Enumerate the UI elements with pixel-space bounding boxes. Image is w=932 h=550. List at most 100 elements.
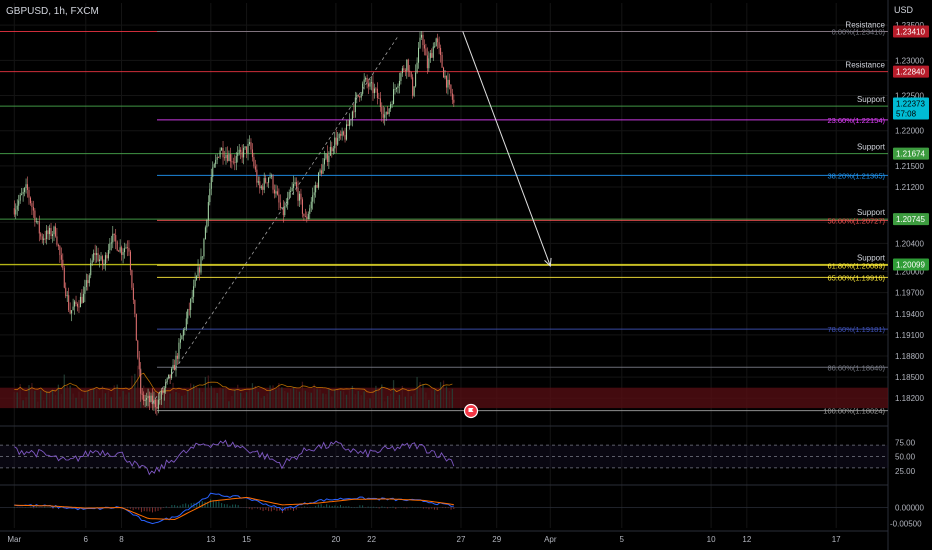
candle-body — [313, 192, 315, 196]
candle-body — [66, 295, 68, 297]
candle-body — [185, 318, 187, 329]
candle-body — [266, 182, 268, 184]
candle-body — [303, 213, 305, 216]
fib-level-label: 38.20%(1.21365) — [827, 171, 885, 180]
time-tick-label: 17 — [832, 535, 841, 544]
price-axis[interactable]: 1.235001.230001.225001.220001.215001.212… — [890, 21, 924, 528]
candle-body — [293, 183, 295, 188]
candle-body — [338, 134, 340, 139]
time-tick-label: 27 — [457, 535, 466, 544]
time-tick-label: 13 — [206, 535, 215, 544]
candle-body — [307, 213, 309, 219]
candle-body — [104, 255, 106, 265]
rsi-tick-label: 75.00 — [895, 438, 916, 447]
candle-body — [222, 148, 224, 158]
candle-body — [172, 364, 174, 369]
candle-body — [72, 306, 74, 311]
price-badge — [893, 213, 929, 226]
candle-body — [74, 301, 76, 307]
candle-body — [187, 309, 189, 319]
candle-body — [107, 250, 109, 259]
time-tick-label: Mar — [7, 535, 21, 544]
zone-label: Support — [857, 208, 886, 217]
time-tick-label: 10 — [707, 535, 716, 544]
candle-body — [243, 147, 245, 158]
candle-body — [93, 253, 95, 261]
candle-body — [135, 313, 137, 341]
drawing-tools[interactable] — [151, 31, 552, 405]
candle-body — [413, 86, 415, 96]
candle-body — [137, 340, 139, 358]
candle-body — [43, 238, 45, 240]
zone-label: Support — [857, 254, 886, 263]
candle-body — [359, 96, 361, 98]
candle-body — [234, 161, 236, 163]
fib-level-label: 61.80%(1.20089) — [827, 261, 885, 270]
candle-body — [370, 82, 373, 84]
fib-level-label: 78.60%(1.19181) — [827, 325, 885, 334]
fib-level-label: 0.00%(1.23410) — [832, 27, 886, 36]
candle-body — [150, 395, 152, 402]
flag-glyph — [468, 408, 474, 414]
candle-body — [79, 296, 81, 308]
candle-body — [437, 38, 439, 43]
candle-body — [68, 295, 70, 310]
candle-body — [132, 287, 134, 300]
candle-body — [140, 369, 142, 394]
time-tick-label: 8 — [119, 535, 124, 544]
candle-body — [423, 45, 425, 49]
candle-body — [453, 99, 455, 103]
candle-body — [441, 55, 443, 68]
candle-body — [369, 82, 371, 87]
candle-body — [269, 176, 271, 178]
earnings-marker[interactable] — [463, 403, 479, 419]
candle-body — [407, 59, 409, 71]
candle-body — [54, 226, 56, 237]
candle-body — [188, 309, 190, 311]
candle-body — [138, 357, 140, 370]
time-axis[interactable]: Mar 6 8 13 15 20 22 27 29 Apr 5 10 12 17 — [7, 535, 841, 544]
candle-body — [121, 247, 123, 255]
candle-body — [257, 181, 259, 183]
candle-body — [203, 239, 205, 257]
candle-body — [268, 177, 270, 183]
price-tick-label: 1.19100 — [895, 331, 924, 340]
candle-body — [316, 185, 318, 188]
price-badges: 1.23410 1.22840 1.21674 1.20745 1.20099 1.223… — [893, 25, 929, 271]
candle-body — [218, 157, 220, 158]
candle-body — [246, 146, 248, 154]
candle-body — [201, 256, 203, 258]
candle-body — [38, 221, 40, 234]
candle-body — [301, 199, 303, 214]
candle-body — [334, 137, 336, 149]
candle-body — [225, 154, 227, 159]
candle-body — [353, 111, 355, 113]
candle-body — [169, 374, 171, 379]
candle-body — [434, 46, 436, 48]
candle-body — [65, 287, 67, 297]
candle-body — [326, 153, 328, 162]
candle-body — [395, 87, 398, 89]
candle-body — [46, 230, 48, 240]
candle-body — [366, 77, 368, 84]
candle-body — [96, 253, 98, 255]
candle-body — [253, 157, 255, 167]
candle-body — [194, 279, 196, 287]
candle-body — [13, 208, 15, 215]
rsi-line — [14, 439, 455, 476]
candle-body — [351, 111, 353, 120]
current-price-badge — [893, 97, 929, 120]
candle-body — [156, 406, 158, 409]
candle-body — [237, 153, 239, 157]
candle-body — [232, 161, 234, 163]
candle-body — [259, 181, 261, 189]
candle-body — [368, 83, 370, 87]
candle-body — [297, 187, 299, 201]
fibonacci-retracement[interactable]: 0.00%(1.23410) 23.60%(1.22154) 38.20%(1.21… — [157, 27, 888, 416]
candle-body — [388, 108, 390, 115]
candle-body — [157, 399, 159, 409]
candle-body — [312, 195, 314, 202]
candle-body — [331, 147, 333, 152]
candle-body — [171, 368, 173, 379]
